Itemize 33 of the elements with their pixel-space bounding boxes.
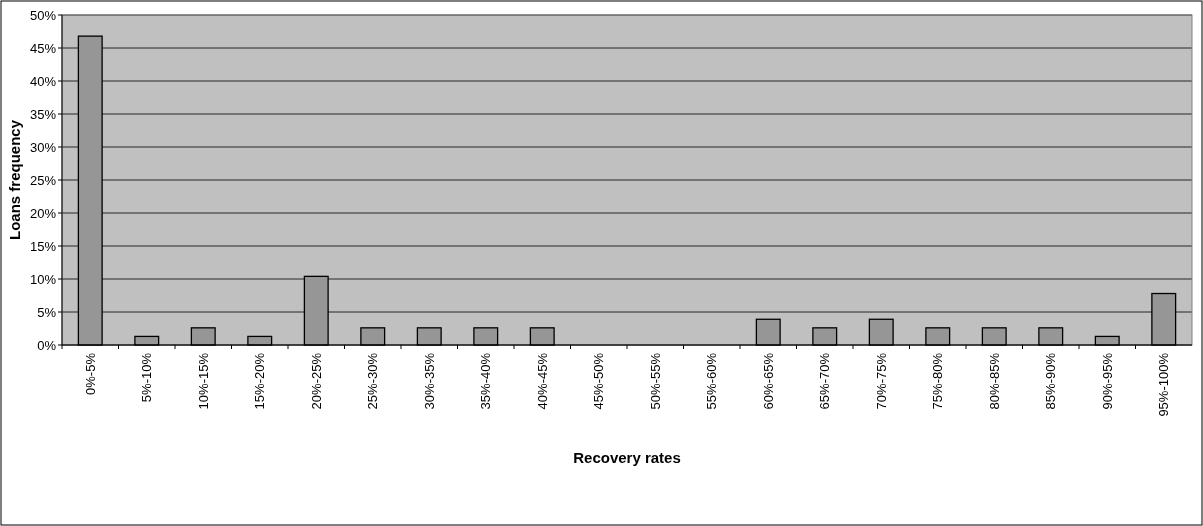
x-tick-label: 15%-20%	[252, 352, 268, 410]
x-tick-label: 75%-80%	[930, 352, 946, 410]
x-tick-label: 40%-45%	[534, 352, 550, 410]
x-tick-label: 50%-55%	[647, 352, 663, 410]
x-tick-label: 70%-75%	[873, 352, 889, 410]
y-tick-label: 50%	[29, 7, 57, 23]
x-tick-label: 95%-100%	[1156, 352, 1172, 417]
y-tick-label: 45%	[29, 40, 57, 56]
x-tick-label: 30%-35%	[421, 352, 437, 410]
y-tick-label: 30%	[29, 139, 57, 155]
y-tick-label: 35%	[29, 106, 57, 122]
y-tick-label: 10%	[29, 271, 57, 287]
x-tick-label: 55%-60%	[704, 352, 720, 410]
y-tick-label: 5%	[37, 304, 57, 320]
x-tick-label: 65%-70%	[817, 352, 833, 410]
x-tick-label: 0%-5%	[82, 352, 98, 395]
y-tick-label: 15%	[29, 238, 57, 254]
x-axis-title: Recovery rates	[573, 449, 681, 466]
y-tick-label: 25%	[29, 172, 57, 188]
x-tick-label: 35%-40%	[478, 352, 494, 410]
x-tick-label: 90%-95%	[1099, 352, 1115, 410]
x-tick-label: 80%-85%	[986, 352, 1002, 410]
y-tick-label: 40%	[29, 73, 57, 89]
x-tick-label: 25%-30%	[365, 352, 381, 410]
y-axis-title: Loans frequency	[6, 119, 23, 241]
x-tick-label: 85%-90%	[1043, 352, 1059, 410]
x-tick-label: 10%-15%	[195, 352, 211, 410]
y-tick-label: 0%	[37, 337, 57, 353]
x-tick-label: 45%-50%	[591, 352, 607, 410]
y-tick-label: 20%	[29, 205, 57, 221]
x-tick-label: 20%-25%	[308, 352, 324, 410]
x-tick-label: 60%-65%	[760, 352, 776, 410]
x-tick-label: 5%-10%	[139, 352, 155, 403]
